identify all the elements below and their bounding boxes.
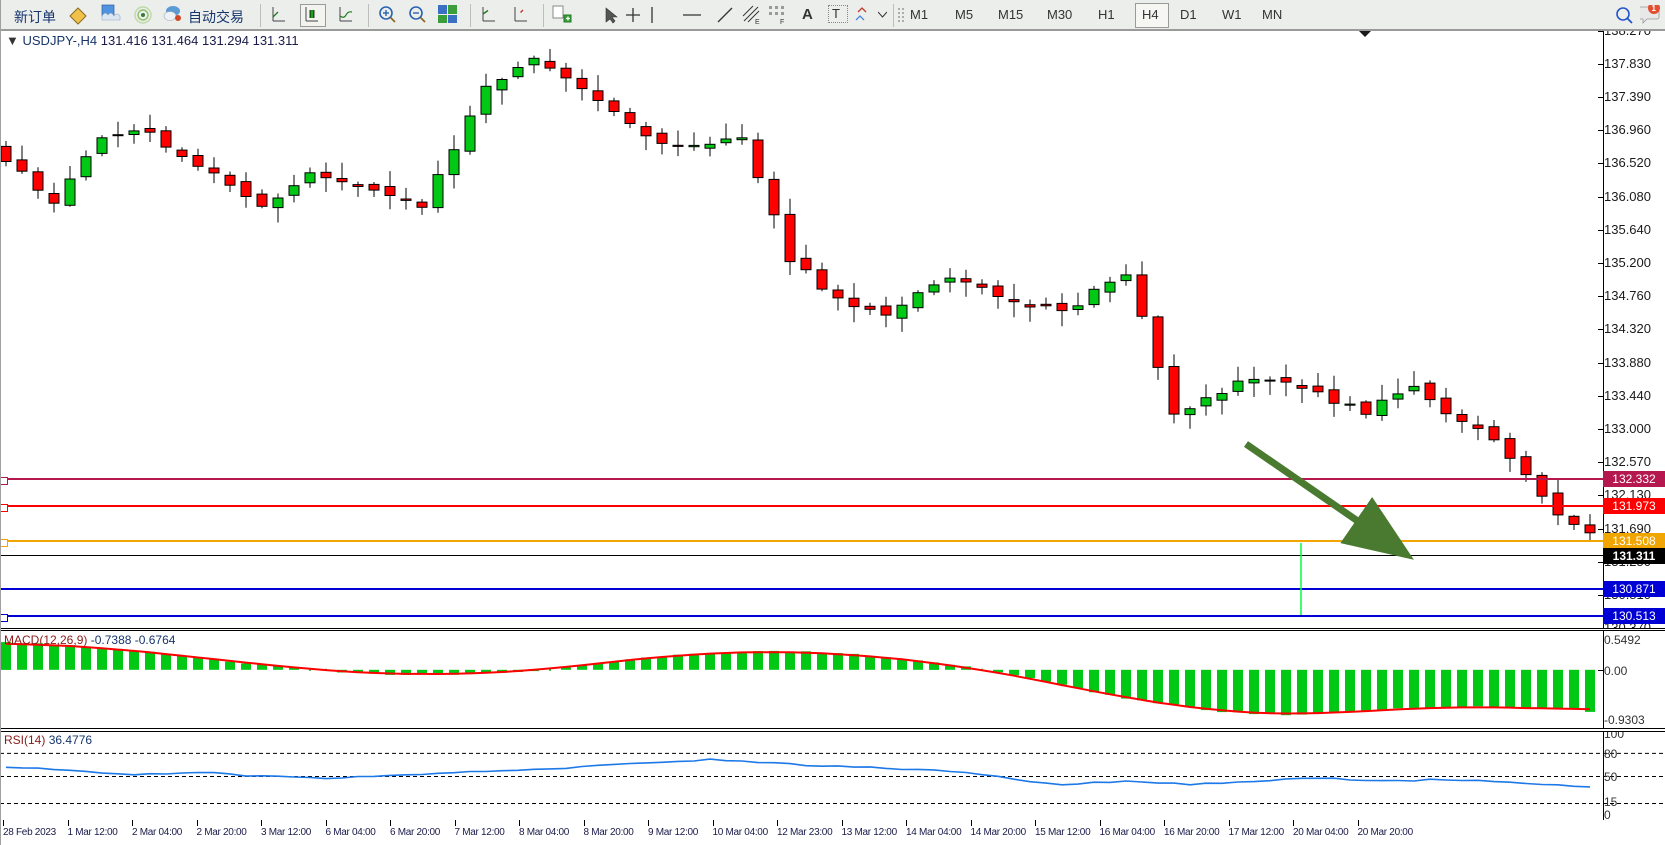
- svg-text:E: E: [755, 19, 760, 24]
- svg-text:1: 1: [1652, 5, 1657, 13]
- svg-text:F: F: [780, 19, 784, 24]
